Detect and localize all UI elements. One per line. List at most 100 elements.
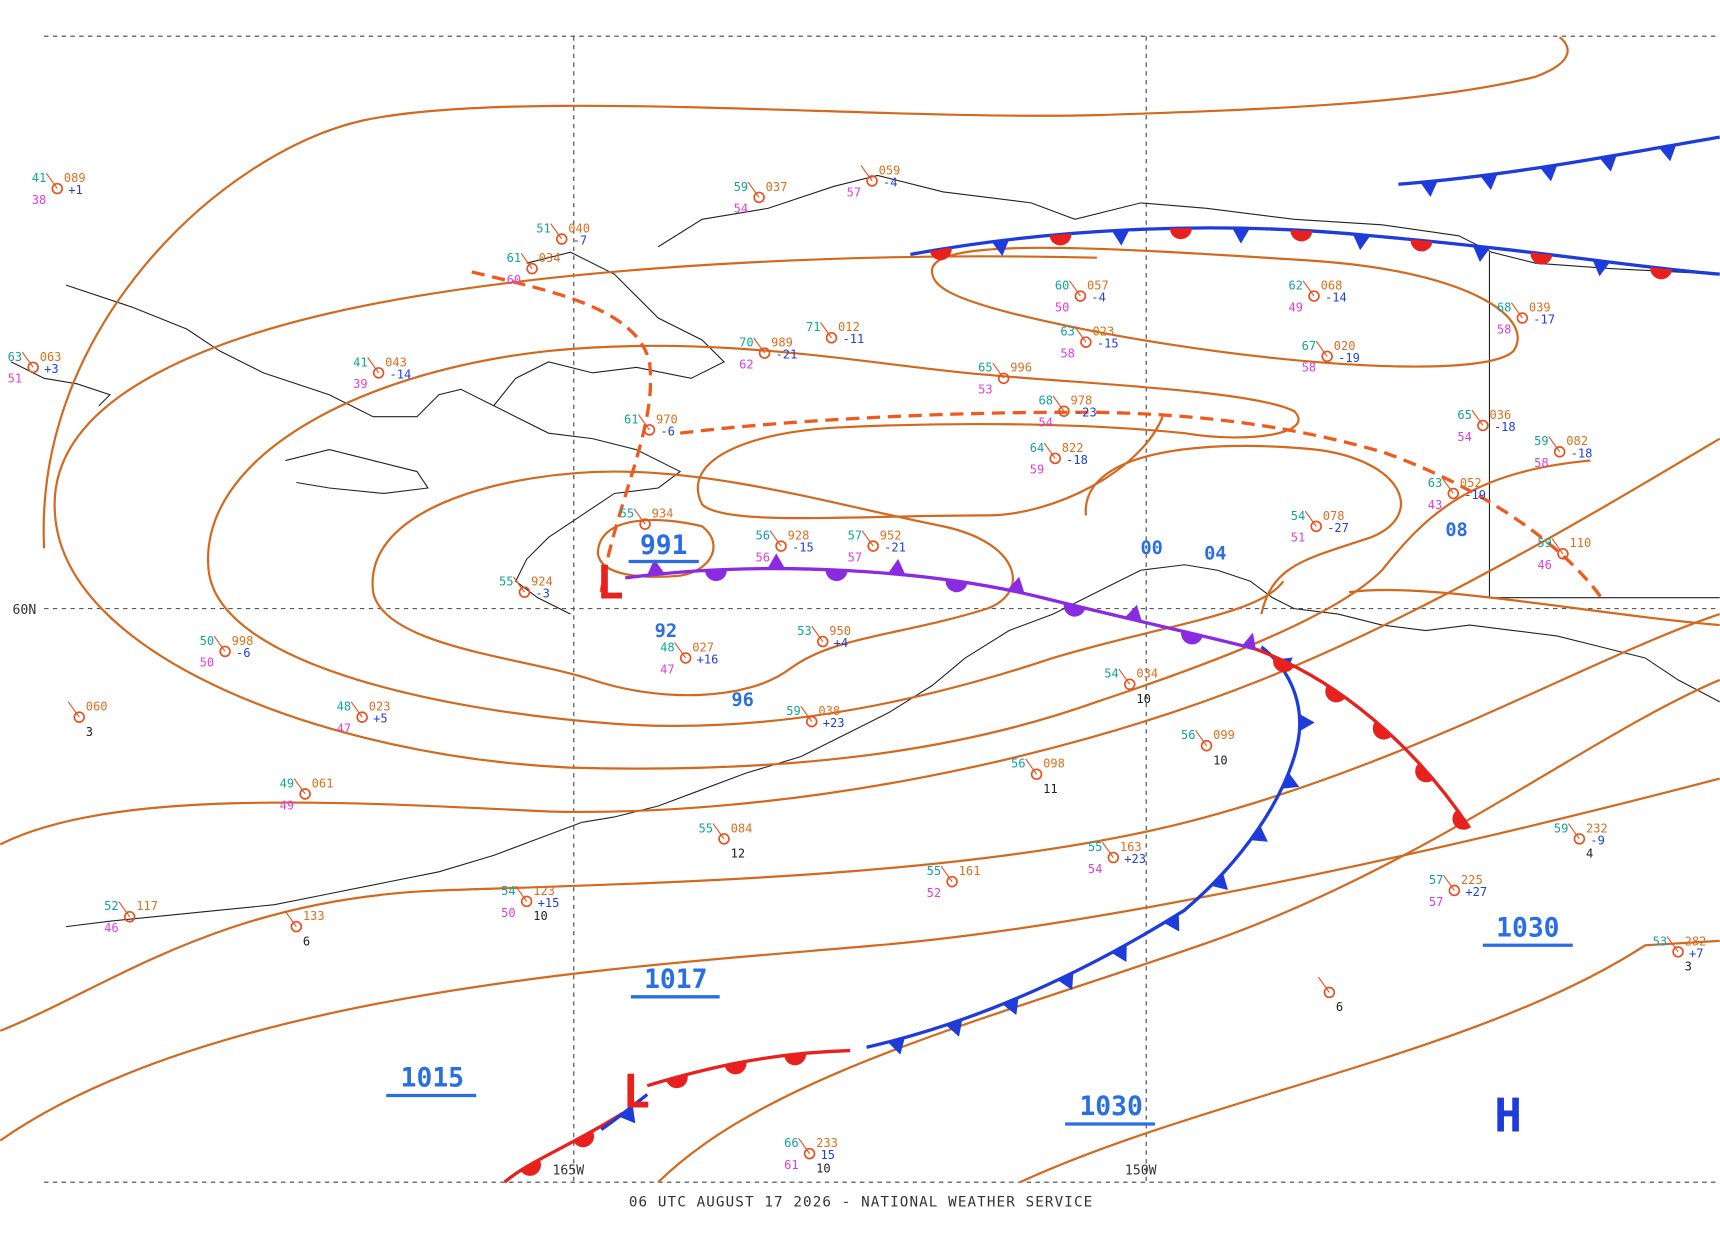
station: 71 012-11 [806,320,864,346]
isobar-label: 08 [1445,520,1467,541]
wind-barb [769,530,782,547]
dewpoint: 54 [1038,416,1053,430]
dewpoint: 59 [1030,463,1045,477]
wind-barb [1442,874,1455,891]
isobar-label: 00 [1140,538,1162,559]
temperature: 55 [927,864,942,878]
wind-barb [1069,280,1081,297]
station: 55 924-3 [499,575,553,601]
front-symbol [1452,809,1470,830]
isobar [657,678,1720,1183]
trough [471,270,653,593]
temperature: 62 [1289,279,1304,293]
trough [679,410,1603,599]
station-circle [1080,336,1092,348]
isobar [53,255,1097,516]
wind-barb [820,322,832,339]
dewpoint: 54 [734,202,749,216]
isobar [0,437,1720,846]
wind-barb [520,252,533,269]
station: 68 039 58 -17 [1497,300,1555,336]
wind-barb [940,865,953,882]
front-symbol [1273,656,1294,673]
labels: 991 1017 1015 1030 1030 92 96 00 04 08 L… [13,520,1573,1210]
dewpoint: 43 [1428,498,1443,512]
pressure: 036 [1489,408,1511,422]
pressure-tendency: -14 [390,367,412,381]
station: 56 099 10 [1181,728,1235,767]
pressure-tendency: -17 [1533,312,1555,326]
station-circle [758,347,771,359]
pressure-tendency: -23 [1075,406,1097,420]
temperature: 48 [337,700,352,714]
isobar-label: 991 [640,531,688,561]
front-symbol [1063,603,1086,617]
front-symbol [1410,239,1433,252]
station-circle [867,540,879,552]
front-symbol [1650,267,1673,280]
wind-barb [1195,730,1207,747]
pressure: 060 [86,700,108,714]
pressure: 822 [1062,441,1084,455]
pressure: 996 [1010,361,1032,375]
front-symbol [1111,944,1127,963]
dewpoint: 38 [32,193,47,207]
grid-label: 60N [13,603,37,618]
station-circle [816,635,829,648]
wind-barb [118,901,131,918]
pressure-tendency: -4 [883,175,898,189]
pressure-tendency: -4 [1091,291,1106,305]
station-circle [643,424,656,436]
front-symbol [1250,825,1268,842]
coastline [65,284,494,418]
station: 68 978 54 -23 [1038,394,1096,430]
station-note: 6 [303,934,310,948]
station: 59 037 54 [734,180,788,216]
pressure-tendency: +1 [68,183,83,197]
temperature: 55 [620,507,635,521]
station: 59 232-94 [1554,821,1608,860]
front-symbol [1658,144,1677,162]
grid [44,35,1720,1183]
station: 63 052 43 -19 [1428,476,1486,512]
station-circle [1447,487,1460,500]
dewpoint: 57 [848,550,863,564]
station: 53 282+73 [1653,934,1707,973]
pressure: 040 [568,221,590,235]
station-circle [1516,312,1529,324]
dewpoint: 47 [337,722,352,736]
wind-barb [1567,823,1580,840]
station: 60 057 50 -4 [1055,279,1109,315]
wind-barb [1548,436,1561,453]
pressure: 110 [1570,536,1592,550]
station-circle [299,788,311,800]
station-note: 10 [533,909,548,923]
pressure-tendency: +5 [373,712,388,726]
station-circle [1058,405,1070,417]
front-symbol [1007,576,1025,594]
front-symbol [573,1130,595,1148]
wind-barb [1551,538,1564,555]
temperature: 56 [1011,757,1026,771]
wind-barb [515,885,528,902]
low-center: L [596,556,624,610]
temperature: 61 [624,412,639,426]
pressure: 928 [788,529,810,543]
wind-barb [1101,841,1114,858]
temperature: 56 [1181,728,1196,742]
wind-barb [753,337,766,354]
temperature: 41 [32,171,47,185]
station: 59 082 58 -18 [1534,434,1592,470]
pressure-tendency: -15 [1097,337,1119,351]
pressure: 225 [1461,873,1483,887]
wind-barb [1304,510,1317,527]
station-note: 10 [1213,753,1228,767]
station-circle [1553,446,1566,458]
wind-barb [1441,477,1454,494]
pressure-tendency: -19 [1338,351,1360,365]
pressure: 233 [816,1136,838,1150]
wind-barb [293,778,306,795]
front-symbol [1163,913,1180,932]
